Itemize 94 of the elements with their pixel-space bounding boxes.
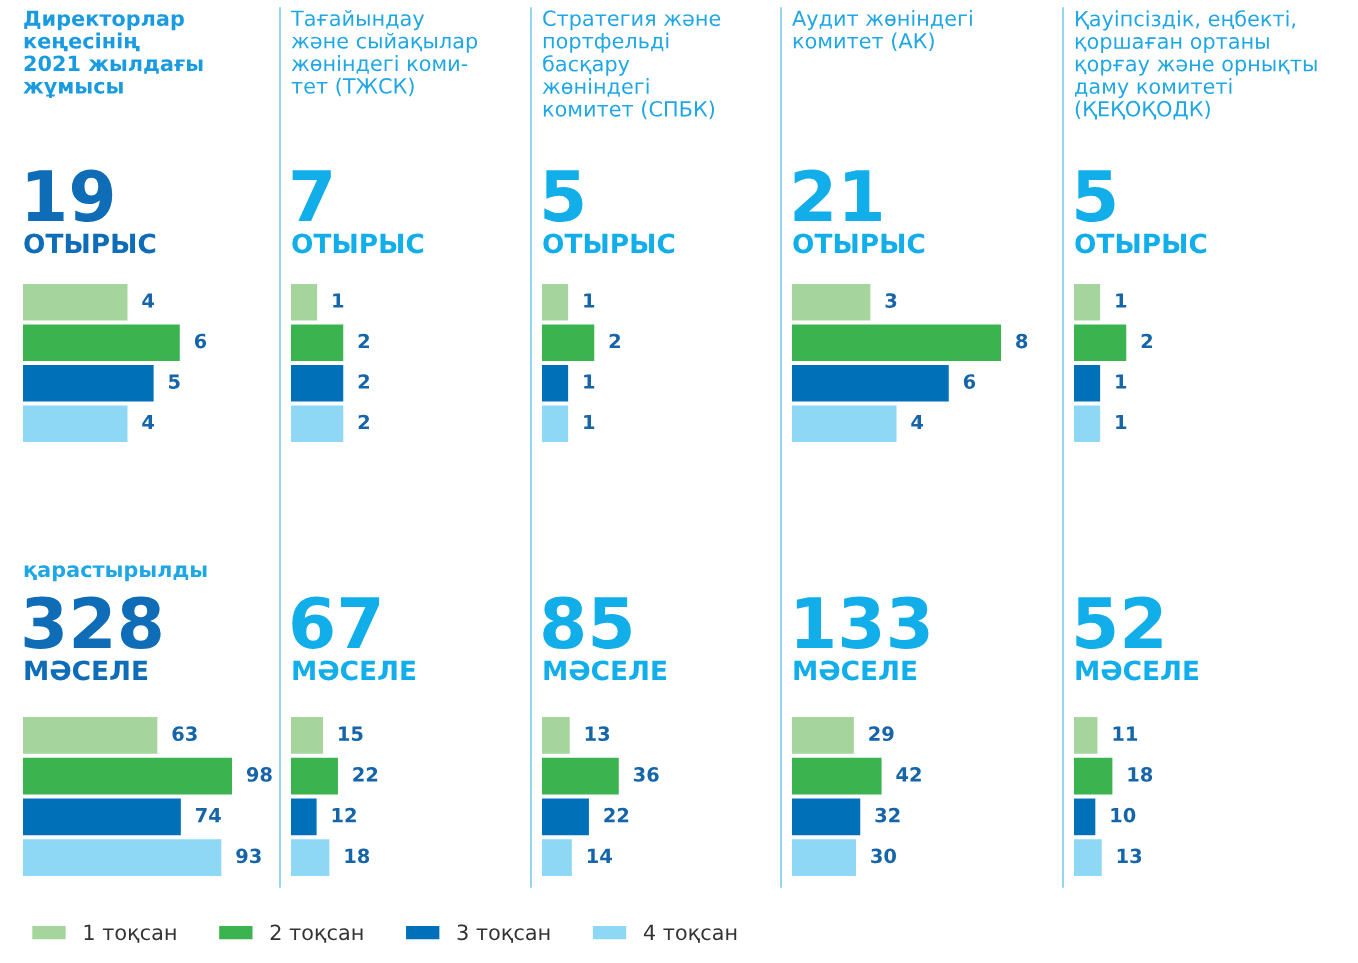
bar: [792, 717, 854, 754]
text: ОТЫРЫС: [543, 233, 675, 254]
text: 5: [1076, 170, 1115, 222]
text: МӘСЕЛЕ: [1076, 660, 1199, 681]
bar: [792, 284, 871, 321]
legend-label: 4 тоқсан: [643, 924, 737, 943]
data-label: 22: [604, 807, 629, 823]
data-label: 14: [587, 848, 612, 863]
text: 7: [292, 170, 331, 221]
data-label: 1: [1116, 414, 1127, 430]
data-label: 18: [1128, 767, 1153, 782]
data-label: 15: [339, 726, 363, 742]
bar: [792, 324, 1002, 361]
chart-title: Тағайындау және сыйақылар жөніндегі коми- тет (ТЖСК): [290, 10, 478, 97]
data-label: 2: [358, 374, 369, 389]
bar: [23, 757, 233, 795]
bar: [542, 757, 619, 795]
data-label: 74: [196, 808, 221, 823]
data-label: 4: [911, 414, 924, 430]
data-label: 36: [633, 767, 659, 782]
text: МӘСЕЛЕ: [25, 660, 148, 681]
data-label: 6: [194, 333, 207, 349]
data-label: 1: [1116, 293, 1127, 308]
data-label: 4: [142, 414, 155, 430]
data-label: 30: [871, 848, 896, 864]
text: МӘСЕЛЕ: [544, 660, 667, 681]
bar: [23, 798, 181, 836]
data-label: 3: [885, 293, 897, 308]
data-label: 63: [172, 726, 197, 742]
text: 5: [544, 170, 583, 222]
text: Қауіпсіздік, еңбекті, қоршаған ортаны қорғау және орнықты даму комитеті (ҚЕҚОҚОДК): [1075, 10, 1317, 120]
chart-title: Стратегия және портфельді басқару жөніндегі комитет (СПБК): [542, 10, 721, 120]
bar: [792, 757, 882, 795]
bar: [291, 757, 338, 795]
text: МӘСЕЛЕ: [293, 660, 416, 681]
bar: [792, 405, 897, 442]
text: 21: [794, 169, 881, 221]
data-label: 22: [353, 767, 378, 782]
chart-title: Директорлар кеңесінің 2021 жылдағы жұмысы: [23, 10, 203, 98]
data-label: 93: [236, 848, 261, 864]
data-label: 11: [1113, 726, 1138, 741]
data-label: 42: [896, 767, 921, 782]
bar: [23, 839, 222, 876]
data-label: 1: [584, 293, 595, 308]
data-label: 13: [585, 726, 610, 742]
bar: [792, 839, 856, 876]
text: МӘСЕЛЕ: [794, 660, 917, 681]
data-label: 2: [1141, 333, 1152, 349]
data-label: 18: [345, 848, 370, 864]
text: қарастырылды: [24, 565, 207, 582]
bar: [291, 798, 317, 836]
text: 52: [1076, 596, 1162, 649]
bar: [291, 717, 323, 754]
data-label: 32: [875, 807, 900, 823]
text: 133: [796, 596, 929, 649]
chart-title: Аудит жөніндегі комитет (АК): [792, 10, 972, 52]
data-label: 12: [332, 807, 356, 823]
data-label: 1: [584, 374, 595, 389]
data-label: 1: [1116, 374, 1127, 389]
text: 67: [292, 596, 380, 649]
data-label: 4: [142, 293, 155, 308]
bar: [1074, 798, 1096, 836]
text: 19: [27, 169, 113, 222]
data-label: 13: [1117, 848, 1142, 864]
text: ОТЫРЫС: [793, 233, 925, 254]
data-label: 10: [1111, 807, 1136, 823]
bar: [1074, 839, 1102, 876]
legend-label: 3 тоқсан: [457, 924, 550, 943]
bar: [792, 798, 861, 836]
data-label: 1: [584, 414, 595, 430]
data-label: 29: [869, 726, 894, 742]
data-label: 98: [246, 767, 272, 782]
bar: [1074, 757, 1113, 795]
bar: [1074, 717, 1098, 754]
data-label: 5: [169, 374, 180, 389]
data-label: 2: [609, 333, 620, 349]
text: 85: [543, 596, 631, 649]
legend-label: 2 тоқсан: [270, 924, 363, 943]
bar: [291, 839, 330, 876]
text: ОТЫРЫС: [1075, 233, 1207, 254]
text: 328: [24, 596, 161, 649]
bar: [542, 798, 589, 836]
text: ОТЫРЫС: [24, 233, 156, 254]
data-label: 6: [963, 374, 976, 389]
data-label: 1: [333, 293, 344, 308]
legend-label: 1 тоқсан: [84, 924, 176, 943]
data-label: 2: [358, 414, 369, 430]
bar: [542, 717, 570, 754]
data-label: 2: [358, 333, 369, 349]
text: ОТЫРЫС: [292, 233, 424, 254]
bar: [23, 717, 158, 754]
bar: [542, 839, 572, 876]
bar: [792, 365, 949, 402]
data-label: 8: [1016, 333, 1028, 349]
